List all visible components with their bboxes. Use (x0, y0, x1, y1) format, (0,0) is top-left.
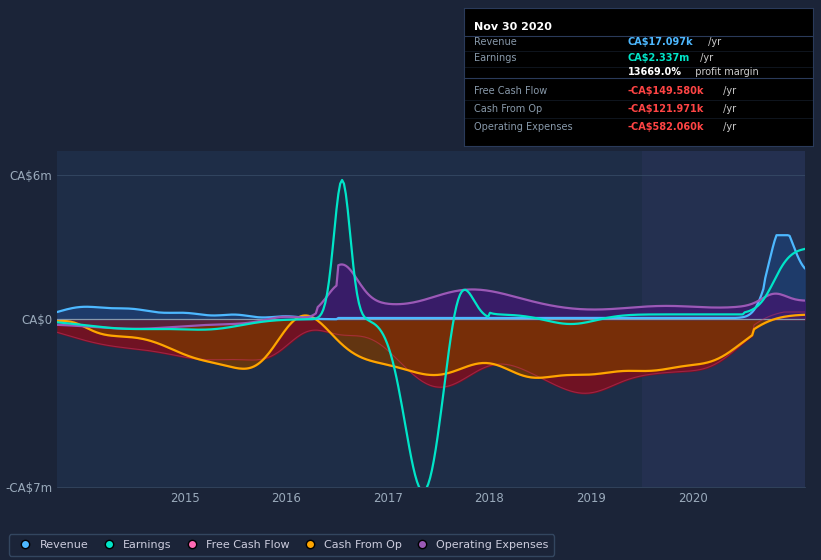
Text: /yr: /yr (720, 86, 736, 96)
Text: CA$17.097k: CA$17.097k (628, 37, 694, 47)
Legend: Revenue, Earnings, Free Cash Flow, Cash From Op, Operating Expenses: Revenue, Earnings, Free Cash Flow, Cash … (9, 534, 554, 556)
Text: Free Cash Flow: Free Cash Flow (475, 86, 548, 96)
Text: /yr: /yr (697, 53, 713, 63)
Text: -CA$121.971k: -CA$121.971k (628, 104, 704, 114)
Text: Earnings: Earnings (475, 53, 517, 63)
Text: Nov 30 2020: Nov 30 2020 (475, 22, 553, 32)
Text: /yr: /yr (720, 104, 736, 114)
Text: Operating Expenses: Operating Expenses (475, 122, 573, 132)
Text: profit margin: profit margin (690, 67, 759, 77)
Text: CA$2.337m: CA$2.337m (628, 53, 690, 63)
Text: -CA$149.580k: -CA$149.580k (628, 86, 704, 96)
Text: /yr: /yr (704, 37, 721, 47)
Text: /yr: /yr (720, 122, 736, 132)
Text: 13669.0%: 13669.0% (628, 67, 682, 77)
Bar (642, 151, 821, 487)
Text: -CA$582.060k: -CA$582.060k (628, 122, 704, 132)
Text: Cash From Op: Cash From Op (475, 104, 543, 114)
Text: Revenue: Revenue (475, 37, 517, 47)
